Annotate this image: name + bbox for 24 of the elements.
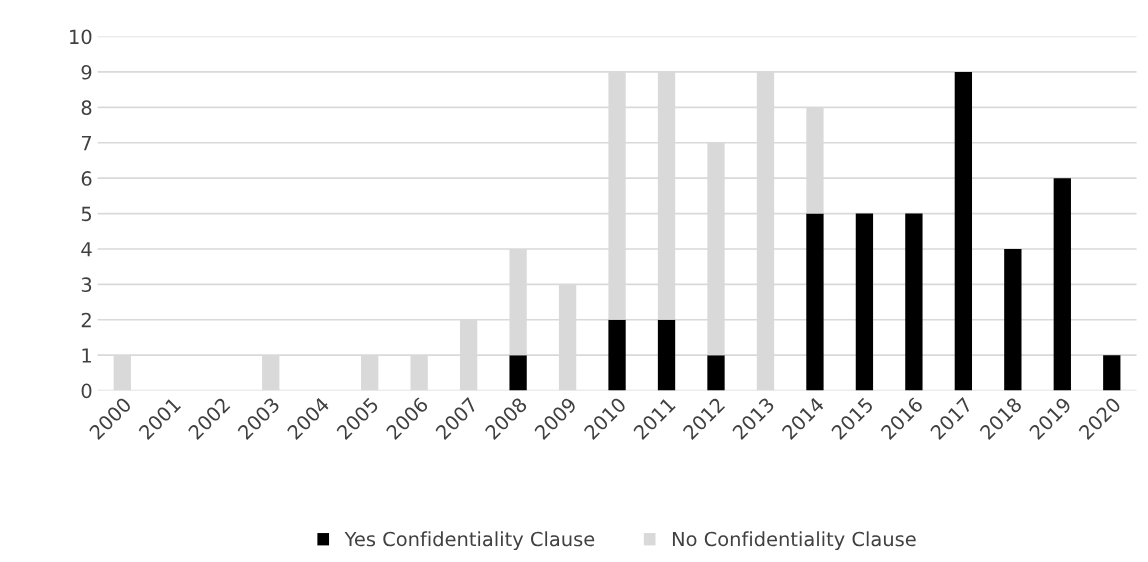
bar: [806, 213, 824, 391]
bar: [608, 319, 626, 391]
y-tick-label: 0: [81, 383, 92, 399]
y-tick-label: 10: [70, 29, 92, 45]
bar: [657, 319, 676, 391]
y-tick-label: 2: [81, 312, 91, 328]
y-tick-label: 8: [81, 100, 92, 116]
y-tick-label: 7: [81, 135, 92, 151]
y-tick-label: 4: [81, 242, 92, 257]
y-tick-label: 5: [81, 206, 92, 222]
legend-label: Yes Confidentiality Clause: [344, 531, 595, 551]
bar: [1004, 248, 1022, 391]
bar: [509, 355, 527, 391]
bar: [855, 213, 874, 391]
bar: [707, 355, 725, 391]
legend-label: No Confidentiality Clause: [672, 531, 916, 551]
y-tick-label: 1: [82, 348, 91, 363]
bar: [1053, 178, 1071, 391]
bar: [1103, 355, 1121, 391]
bar: [954, 71, 973, 391]
y-tick-label: 6: [81, 171, 92, 186]
y-tick-label: 9: [81, 64, 92, 80]
y-tick-label: 3: [81, 277, 92, 293]
bar: [905, 213, 923, 391]
